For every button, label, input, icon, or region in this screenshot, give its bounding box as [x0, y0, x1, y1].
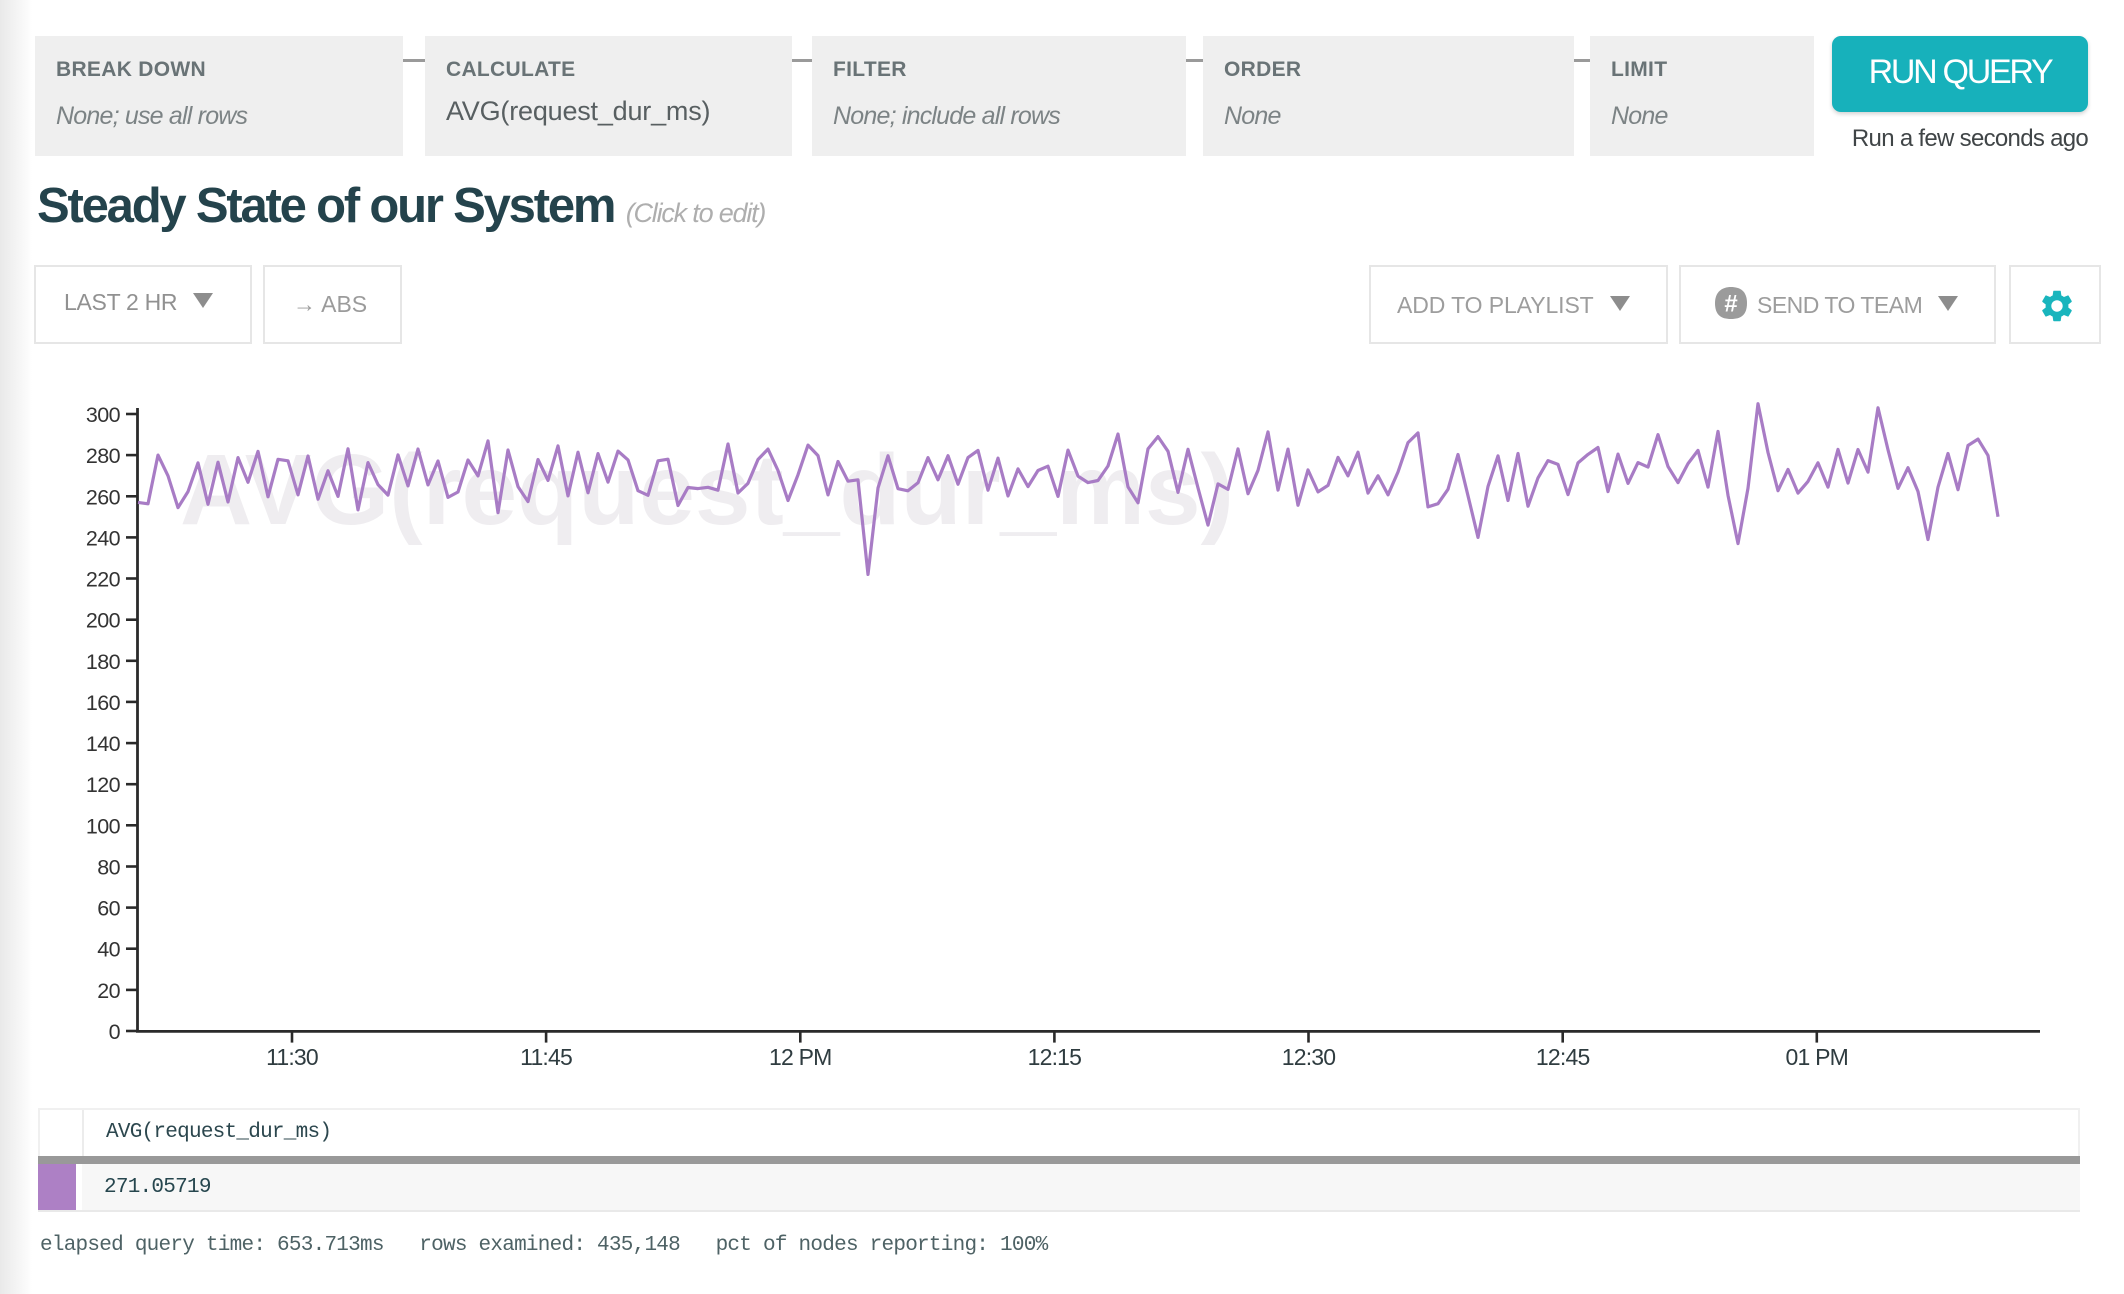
svg-text:0: 0 — [109, 1020, 121, 1044]
svg-text:12:45: 12:45 — [1536, 1044, 1590, 1070]
svg-text:180: 180 — [86, 650, 121, 674]
svg-text:#: # — [1724, 291, 1737, 318]
svg-text:12:30: 12:30 — [1282, 1044, 1336, 1070]
svg-text:11:45: 11:45 — [520, 1044, 572, 1070]
svg-text:240: 240 — [86, 526, 121, 550]
svg-text:60: 60 — [97, 897, 120, 921]
svg-text:200: 200 — [86, 609, 121, 633]
svg-text:140: 140 — [86, 732, 121, 756]
svg-text:40: 40 — [97, 938, 120, 962]
svg-text:300: 300 — [86, 403, 121, 427]
svg-text:220: 220 — [86, 568, 121, 592]
svg-text:260: 260 — [86, 485, 121, 509]
svg-text:11:30: 11:30 — [266, 1044, 318, 1070]
svg-text:12:15: 12:15 — [1028, 1044, 1082, 1070]
svg-text:80: 80 — [97, 856, 120, 880]
svg-text:160: 160 — [86, 691, 121, 715]
svg-text:01 PM: 01 PM — [1786, 1044, 1848, 1070]
svg-text:280: 280 — [86, 444, 121, 468]
svg-text:20: 20 — [97, 979, 120, 1003]
svg-text:120: 120 — [86, 773, 121, 797]
svg-text:12 PM: 12 PM — [769, 1044, 831, 1070]
svg-text:100: 100 — [86, 814, 121, 838]
